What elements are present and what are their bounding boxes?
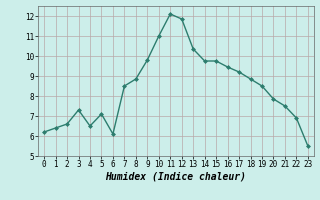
X-axis label: Humidex (Indice chaleur): Humidex (Indice chaleur)	[106, 172, 246, 182]
